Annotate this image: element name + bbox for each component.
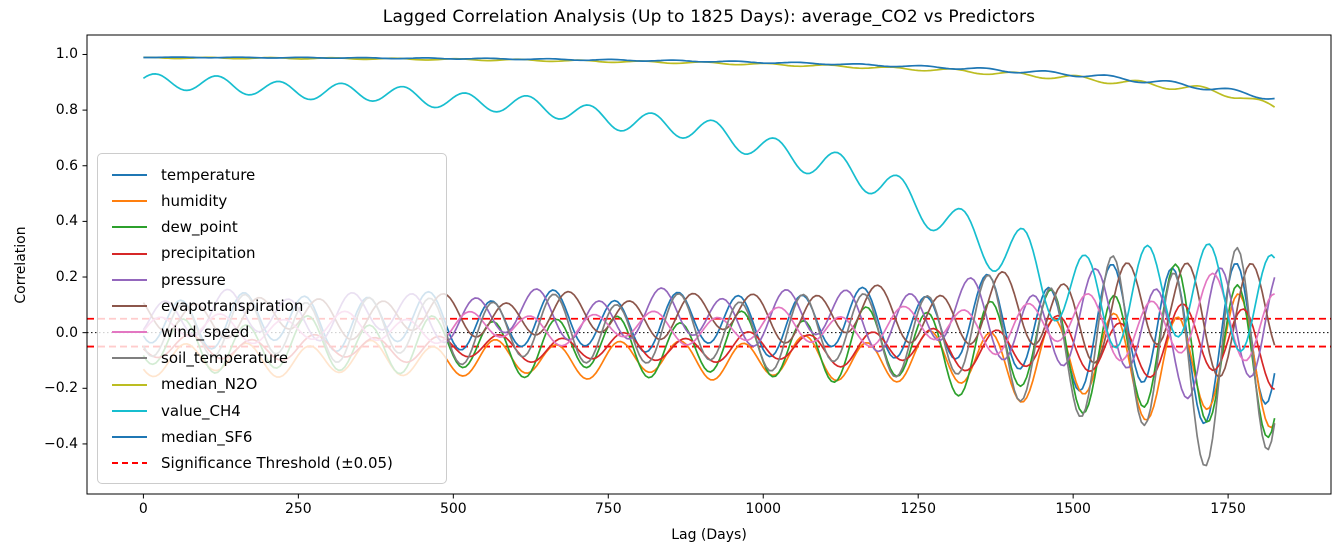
legend-line-sample [112,278,147,281]
legend-item-wind-speed: wind_speed [112,319,446,345]
legend-item-label: Significance Threshold (±0.05) [161,453,393,472]
legend-item-temperature: temperature [112,162,446,188]
x-tick-label: 1000 [745,501,782,517]
x-tick-label: 500 [439,501,467,517]
x-tick-label: 0 [138,501,148,517]
legend-line-sample [112,462,147,465]
plot-frame [86,34,1332,495]
legend-item-humidity: humidity [112,188,446,214]
legend-line-sample [112,409,147,412]
legend-item-median-sf6: median_SF6 [112,424,446,450]
y-tick-label: 0.2 [55,269,78,286]
legend-item-precipitation: precipitation [112,241,446,267]
legend-item-label: wind_speed [161,322,250,341]
legend-line-sample [112,200,147,203]
legend-item-label: median_N2O [161,375,258,394]
legend-item-label: value_CH4 [161,401,241,420]
legend-line-sample [112,174,147,177]
legend-item-label: soil_temperature [161,349,289,368]
x-tick-label: 250 [284,501,312,517]
legend-item-soil-temperature: soil_temperature [112,345,446,371]
legend-item-value-ch4: value_CH4 [112,398,446,424]
legend-item-pressure: pressure [112,267,446,293]
y-tick-label: 1.0 [55,46,78,63]
legend-item-label: dew_point [161,218,238,237]
series-line-value_CH4 [142,73,1276,353]
x-tick-label: 750 [594,501,622,517]
legend: temperature humidity dew_point precipitatio… [97,153,447,484]
legend-item-label: temperature [161,165,256,184]
y-tick-label: −0.4 [44,435,78,452]
legend-line-sample [112,305,147,308]
legend-item-median-n2o: median_N2O [112,372,446,398]
legend-line-sample [112,226,147,229]
legend-item-significance-threshold-0-05: Significance Threshold (±0.05) [112,450,446,476]
legend-line-sample [112,331,147,334]
y-tick-label: 0.8 [55,102,78,119]
chart-title: Lagged Correlation Analysis (Up to 1825 … [382,7,1036,27]
y-axis-label: Correlation [13,226,29,304]
legend-line-sample [112,357,147,360]
legend-line-sample [112,435,147,438]
y-tick-label: 0.4 [55,213,78,230]
x-tick-label: 1750 [1210,501,1246,517]
legend-line-sample [112,383,147,386]
legend-line-sample [112,252,147,255]
legend-item-label: pressure [161,270,226,289]
legend-item-evapotranspiration: evapotranspiration [112,293,446,319]
series-line-median_SF6 [143,56,1275,100]
legend-item-dew-point: dew_point [112,214,446,240]
legend-item-label: evapotranspiration [161,296,304,315]
legend-item-label: humidity [161,192,228,211]
x-tick-label: 1250 [900,501,937,517]
y-tick-label: 0.6 [55,157,78,174]
legend-item-label: precipitation [161,244,256,263]
x-tick-label: 1500 [1055,501,1091,517]
y-tick-label: −0.2 [44,380,78,397]
x-axis-label: Lag (Days) [671,527,747,543]
y-tick-label: 0.0 [55,324,78,341]
legend-item-label: median_SF6 [161,427,253,446]
